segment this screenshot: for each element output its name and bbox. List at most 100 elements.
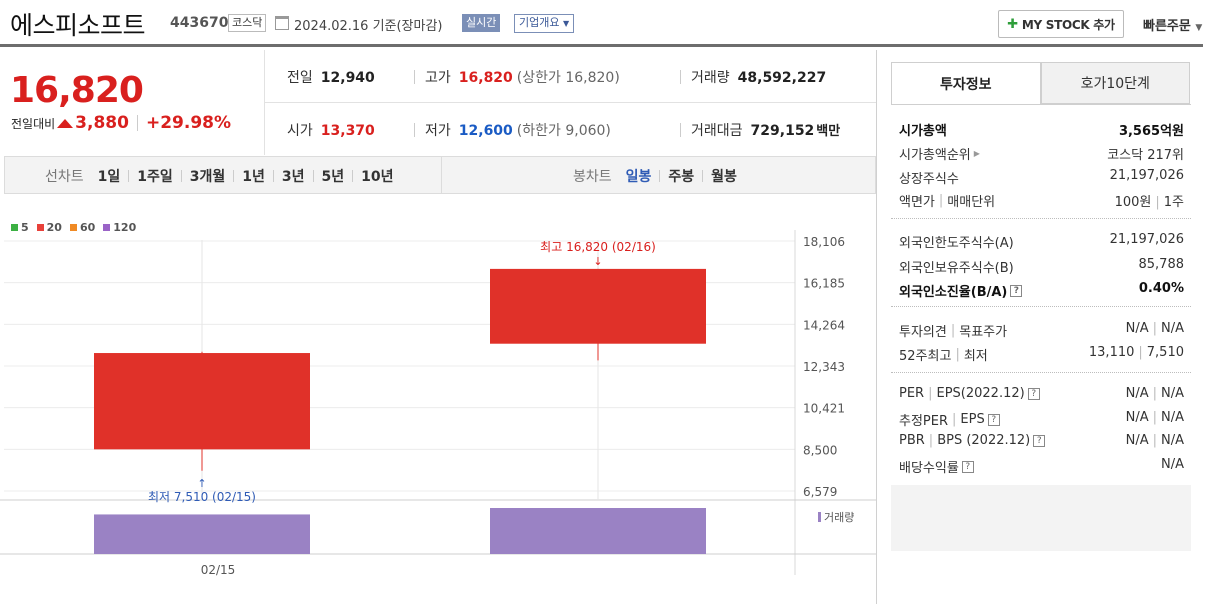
info-row: 시가총액순위 ▶ 코스닥 217위 [899,144,1184,163]
divider [265,102,876,103]
chevron-right-icon[interactable]: ▶ [973,149,980,158]
legend-ma120[interactable]: 120 [103,221,136,234]
candle-daily[interactable]: 일봉 [625,169,652,185]
info-row-value: 21,197,026 [1110,232,1184,251]
candle-weekly[interactable]: 주봉 [668,169,695,185]
add-my-stock-button[interactable]: ✚ MY STOCK 추가 [998,10,1124,38]
divider [312,170,314,182]
prev-close-stat: 전일 12,940 [287,67,375,87]
candle-monthly[interactable]: 월봉 [711,169,737,185]
divider: | [955,347,960,362]
row-label-text: 배당수익률 [899,461,959,476]
help-icon[interactable]: ? [1010,284,1023,297]
row-value-text: 코스닥 217위 [1107,148,1184,163]
row-label-text: 투자의견 [899,325,947,340]
x-tick-label: 02/15 [201,563,236,577]
divider [702,170,704,182]
row-value-text: N/A [1125,433,1149,448]
info-row: 시가총액 3,565억원 [899,120,1184,139]
row-value-text: 85,788 [1138,257,1185,272]
info-row-label: 배당수익률? [899,457,974,476]
open-value: 13,370 [320,123,375,139]
calendar-icon [275,16,289,30]
base-date: 2024.02.16 기준(장마감) [294,19,443,34]
volume-bar [94,514,310,554]
info-row: 외국인소진율(B/A)? 0.40% [899,281,1184,300]
row-label-text: 외국인한도주식수(A) [899,236,1014,251]
info-row-label: 외국인한도주식수(A) [899,232,1014,251]
help-icon[interactable]: ? [1033,434,1046,447]
divider [680,123,681,137]
row-value-text: 21,197,026 [1109,232,1184,247]
period-1w[interactable]: 1주일 [137,169,173,185]
info-row: 투자의견 | 목표주가 N/A | N/A [899,321,1184,340]
info-row-value: N/A | N/A [1126,433,1184,448]
info-row-value: 0.40% [1139,281,1184,300]
divider: | [952,412,957,427]
row-value-text: 3,565억원 [1118,124,1184,139]
info-row-value: N/A | N/A [1126,410,1184,429]
plus-icon: ✚ [1007,16,1018,32]
volume-label: 거래량 [691,70,730,86]
moving-average-legend: 5 20 60 120 [11,221,136,234]
chevron-down-icon: ▼ [1195,23,1203,33]
divider [352,170,354,182]
stock-header: 에스피소프트 443670 코스닥 2024.02.16 기준(장마감) 실시간… [0,0,1203,47]
period-3y[interactable]: 3년 [281,169,305,185]
divider [891,218,1191,219]
realtime-button[interactable]: 실시간 [462,14,501,32]
row-value-text: N/A [1161,457,1184,472]
quick-order-button[interactable]: 빠른주문 ▼ [1143,15,1202,34]
info-row-label: 액면가 | 매매단위 [899,191,995,210]
legend-ma20[interactable]: 20 [36,221,62,234]
info-row-label: PER | EPS(2022.12)? [899,386,1040,401]
amount-unit: 백만 [816,124,841,139]
company-info-dropdown[interactable]: 기업개요 ▼ [514,14,575,33]
stock-code: 443670 [170,15,229,31]
tab-orderbook[interactable]: 호가10단계 [1040,62,1190,104]
info-row-label: 외국인소진율(B/A)? [899,281,1023,300]
period-1d[interactable]: 1일 [97,169,121,185]
help-icon[interactable]: ? [1027,387,1040,400]
divider: | [938,193,944,208]
help-icon[interactable]: ? [987,413,1000,426]
y-tick-label: 6,579 [803,485,837,499]
period-10y[interactable]: 10년 [361,169,394,185]
sector-box [891,485,1191,551]
divider [680,70,681,84]
low-value: 12,600 [458,123,513,139]
info-row-value: 13,110 | 7,510 [1089,345,1184,364]
period-3m[interactable]: 3개월 [189,169,226,185]
divider [128,170,130,182]
candlestick-chart[interactable]: 18,106 16,185 14,264 12,343 10,421 8,500 6,579… [0,200,876,604]
row-label-text: 시가총액 [899,124,947,139]
divider [414,123,415,137]
line-chart-title: 선차트 [45,169,84,185]
info-row-value: N/A [1161,457,1184,476]
row-value-text: N/A [1161,433,1184,448]
divider: | [1152,433,1157,448]
y-tick-label: 10,421 [803,402,845,416]
period-5y[interactable]: 5년 [321,169,345,185]
row-value-text: N/A [1125,321,1149,336]
low-label: 저가 [425,123,451,139]
row-value-text: 1주 [1163,195,1184,210]
divider [659,170,661,182]
divider [414,70,415,84]
legend-ma60[interactable]: 60 [69,221,95,234]
period-1y[interactable]: 1년 [242,169,265,185]
change-amount: 3,880 [75,113,129,133]
upper-limit: (상한가 16,820) [516,70,620,86]
help-icon[interactable]: ? [961,460,974,473]
divider [891,306,1191,307]
row-label-text: 목표주가 [959,325,1008,340]
volume-legend-swatch [818,512,821,522]
divider: | [1152,321,1157,336]
tab-investment-info[interactable]: 투자정보 [891,62,1041,104]
row-label-text: 매매단위 [947,195,996,210]
y-tick-label: 18,106 [803,235,845,249]
y-tick-label: 8,500 [803,443,837,457]
change-percent: +29.98% [145,113,232,133]
row-value-text: 100원 [1114,195,1152,210]
legend-ma5[interactable]: 5 [11,221,29,234]
